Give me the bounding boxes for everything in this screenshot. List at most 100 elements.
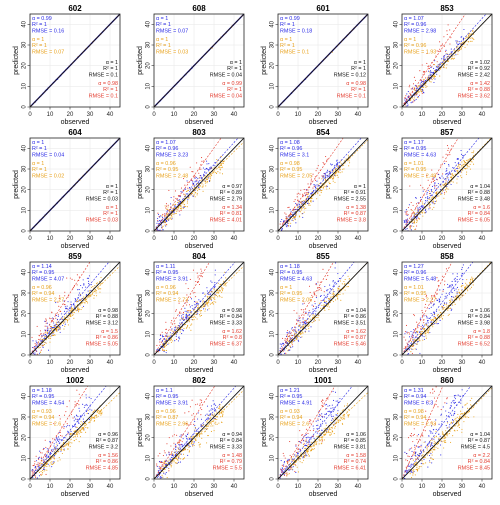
- data-point-orange: [79, 430, 80, 431]
- data-point-red: [200, 269, 201, 270]
- data-point-blue: [405, 222, 406, 223]
- data-point-red: [447, 150, 448, 151]
- data-point-orange: [422, 87, 423, 88]
- data-point-blue: [423, 92, 424, 93]
- data-point-orange: [91, 294, 92, 295]
- data-point-blue: [326, 290, 327, 291]
- data-point-orange: [425, 87, 426, 88]
- x-tick-label: 10: [171, 360, 178, 366]
- data-point-blue: [440, 320, 441, 321]
- data-point-blue: [407, 104, 408, 105]
- y-tick-label: 10: [394, 82, 400, 89]
- data-point-blue: [411, 102, 412, 103]
- data-point-orange: [168, 218, 169, 219]
- data-point-orange: [46, 470, 47, 471]
- x-tick-label: 30: [87, 360, 94, 366]
- stat-r2: R² = 0.88: [468, 190, 490, 196]
- data-point-red: [323, 162, 324, 163]
- data-point-orange: [218, 283, 219, 284]
- stat-rmse: RMSE = 0.12: [334, 72, 366, 78]
- data-point-blue: [408, 362, 409, 363]
- data-point-orange: [204, 294, 205, 295]
- data-point-blue: [36, 342, 37, 343]
- data-point-blue: [327, 296, 328, 297]
- data-point-orange: [429, 80, 430, 81]
- data-point-orange: [419, 340, 420, 341]
- stat-rmse: RMSE = 5.05: [86, 341, 118, 347]
- data-point-red: [195, 302, 196, 303]
- data-point-orange: [89, 290, 90, 291]
- data-point-orange: [335, 168, 336, 169]
- data-point-blue: [429, 308, 430, 309]
- data-point-orange: [77, 299, 78, 300]
- x-tick-label: 0: [400, 360, 404, 366]
- data-point-orange: [446, 64, 447, 65]
- data-point-orange: [187, 206, 188, 207]
- data-point-red: [417, 327, 418, 328]
- stat-r2: R² = 1: [32, 43, 47, 49]
- stat-rmse: RMSE = 3.33: [210, 320, 242, 326]
- stat-rmse: RMSE = 4.54: [32, 400, 64, 406]
- data-point-blue: [327, 171, 328, 172]
- data-point-orange: [470, 41, 471, 42]
- data-point-red: [71, 411, 72, 412]
- data-point-red: [422, 93, 423, 94]
- data-point-blue: [180, 196, 181, 197]
- data-point-red: [287, 334, 288, 335]
- data-point-orange: [302, 326, 303, 327]
- data-point-blue: [178, 336, 179, 337]
- stat-r2: R² = 0.95: [32, 270, 54, 276]
- data-point-orange: [310, 200, 311, 201]
- data-point-orange: [92, 412, 93, 413]
- data-point-blue: [316, 283, 317, 284]
- data-point-red: [193, 292, 194, 293]
- y-tick-label: 40: [22, 392, 28, 399]
- data-point-orange: [443, 198, 444, 199]
- data-point-orange: [183, 328, 184, 329]
- data-point-blue: [441, 294, 442, 295]
- data-point-red: [70, 278, 71, 279]
- panel-title: 803: [192, 128, 206, 137]
- data-point-blue: [43, 460, 44, 461]
- data-point-orange: [176, 213, 177, 214]
- stat-rmse: RMSE = 0.16: [32, 28, 64, 34]
- data-point-red: [446, 161, 447, 162]
- x-axis-title: observed: [309, 243, 338, 250]
- data-point-blue: [316, 184, 317, 185]
- data-point-orange: [183, 203, 184, 204]
- x-tick-label: 40: [231, 236, 238, 242]
- data-point-orange: [43, 345, 44, 346]
- data-point-red: [187, 188, 188, 189]
- stat-alpha: α = 1.04: [346, 308, 366, 314]
- y-tick-label: 10: [394, 206, 400, 213]
- data-point-red: [32, 472, 33, 473]
- data-point-orange: [337, 298, 338, 299]
- data-point-orange: [428, 331, 429, 332]
- data-point-orange: [213, 304, 214, 305]
- stat-r2: R² = 1: [32, 22, 47, 28]
- data-point-red: [38, 339, 39, 340]
- data-point-orange: [74, 440, 75, 441]
- data-point-orange: [215, 172, 216, 173]
- data-point-orange: [411, 341, 412, 342]
- y-tick-label: 30: [270, 41, 276, 48]
- data-point-red: [285, 338, 286, 339]
- data-point-blue: [70, 302, 71, 303]
- stat-alpha: α = 0.99: [32, 16, 52, 22]
- data-point-blue: [455, 171, 456, 172]
- data-point-orange: [87, 413, 88, 414]
- stat-rmse: RMSE = 6.05: [458, 217, 490, 223]
- data-point-orange: [40, 352, 41, 353]
- data-point-blue: [431, 321, 432, 322]
- x-tick-label: 10: [47, 360, 54, 366]
- data-point-blue: [160, 338, 161, 339]
- stat-r2: R² = 1: [156, 22, 171, 28]
- data-point-blue: [166, 352, 167, 353]
- data-point-blue: [78, 295, 79, 296]
- stat-r2: R² = 0.84: [220, 314, 242, 320]
- data-point-red: [38, 462, 39, 463]
- data-point-orange: [461, 165, 462, 166]
- data-point-red: [35, 343, 36, 344]
- data-point-red: [198, 173, 199, 174]
- data-point-blue: [447, 284, 448, 285]
